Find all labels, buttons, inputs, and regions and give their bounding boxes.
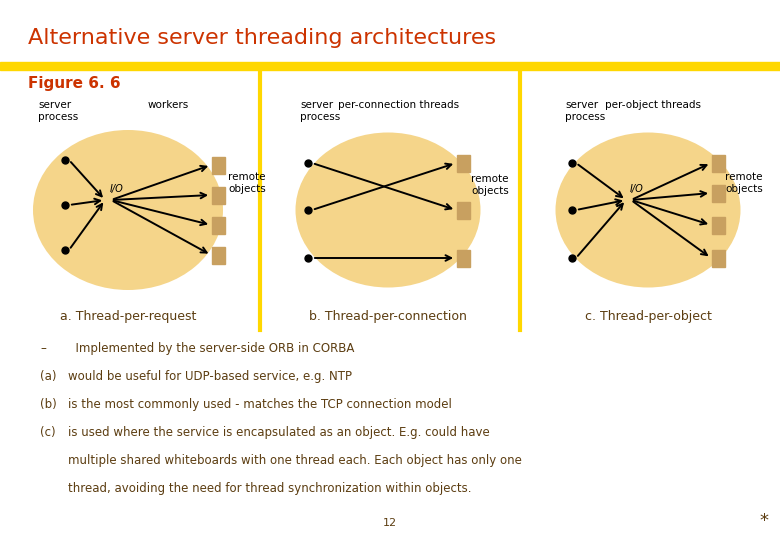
Text: server
process: server process (565, 100, 605, 122)
Bar (211, 217, 225, 233)
Bar (211, 246, 225, 264)
Text: per-connection threads: per-connection threads (338, 100, 459, 110)
Bar (711, 249, 725, 267)
Bar (456, 249, 470, 267)
Text: I/O: I/O (630, 184, 643, 194)
Text: server
process: server process (300, 100, 340, 122)
Text: is the most commonly used - matches the TCP connection model: is the most commonly used - matches the … (68, 398, 452, 411)
Text: *: * (759, 512, 768, 530)
Text: multiple shared whiteboards with one thread each. Each object has only one: multiple shared whiteboards with one thr… (68, 454, 522, 467)
Text: remote
objects: remote objects (228, 172, 266, 194)
Ellipse shape (296, 132, 480, 287)
Text: workers: workers (148, 100, 190, 110)
Text: per-object threads: per-object threads (605, 100, 701, 110)
Text: (b): (b) (40, 398, 57, 411)
Text: Alternative server threading architectures: Alternative server threading architectur… (28, 28, 496, 48)
Text: a. Thread-per-request: a. Thread-per-request (60, 310, 197, 323)
Bar (456, 201, 470, 219)
Ellipse shape (555, 132, 740, 287)
Text: Figure 6. 6: Figure 6. 6 (28, 76, 121, 91)
Text: –: – (40, 342, 46, 355)
Bar (711, 154, 725, 172)
Text: thread, avoiding the need for thread synchronization within objects.: thread, avoiding the need for thread syn… (68, 482, 471, 495)
Text: I/O: I/O (110, 184, 124, 194)
Text: 12: 12 (383, 518, 397, 528)
Text: b. Thread-per-connection: b. Thread-per-connection (309, 310, 467, 323)
Bar (211, 157, 225, 173)
Bar (0, 62, 780, 70)
Text: is used where the service is encapsulated as an object. E.g. could have: is used where the service is encapsulate… (68, 426, 490, 439)
Bar (711, 185, 725, 201)
Bar (456, 154, 470, 172)
Ellipse shape (33, 130, 223, 290)
Text: Implemented by the server-side ORB in CORBA: Implemented by the server-side ORB in CO… (68, 342, 354, 355)
Text: c. Thread-per-object: c. Thread-per-object (584, 310, 711, 323)
Text: would be useful for UDP-based service, e.g. NTP: would be useful for UDP-based service, e… (68, 370, 352, 383)
Text: server
process: server process (38, 100, 78, 122)
Text: (a): (a) (40, 370, 56, 383)
Text: remote
objects: remote objects (725, 172, 763, 194)
Bar (711, 217, 725, 233)
Text: remote
objects: remote objects (471, 174, 509, 195)
Bar (211, 186, 225, 204)
Text: (c): (c) (40, 426, 55, 439)
